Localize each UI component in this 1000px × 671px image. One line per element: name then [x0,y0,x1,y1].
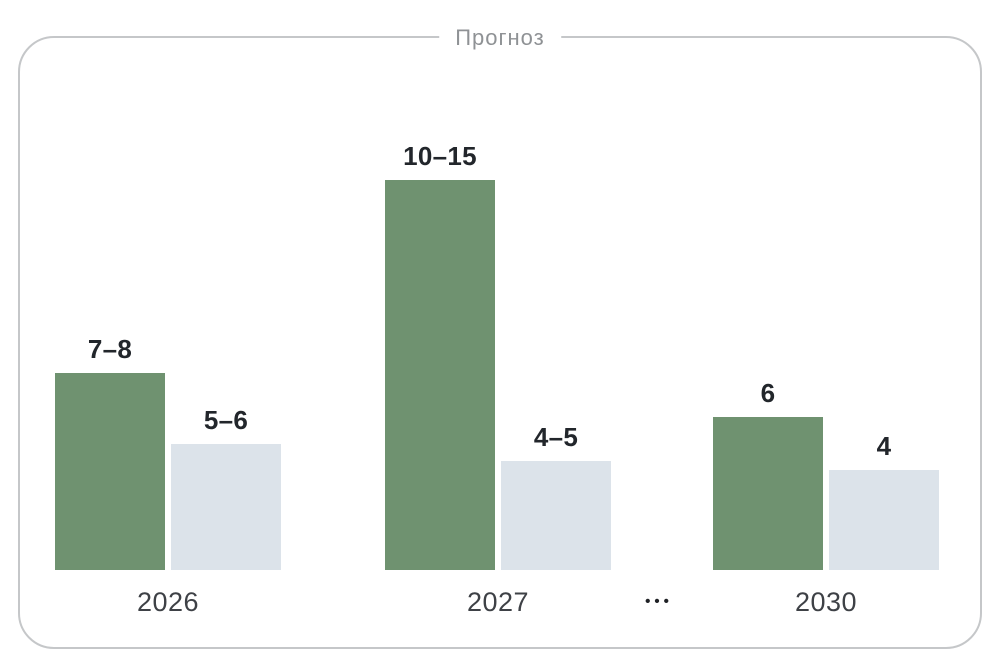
value-label-secondary: 4 [876,431,892,461]
bar-group-2026: 7–8 5–6 [55,38,281,570]
skipped-years-ellipsis: ••• [645,593,673,610]
x-axis-label-2030: 2030 [794,587,858,617]
value-label-primary: 6 [760,378,776,408]
value-label-primary: 7–8 [87,334,133,364]
bar-primary [713,417,823,570]
value-label-primary: 10–15 [403,141,477,171]
value-label-secondary: 5–6 [203,405,249,435]
forecast-legend-label: Прогноз [439,25,561,51]
bar-primary [55,373,165,570]
bar-cell: 10–15 [385,141,495,570]
bar-secondary [501,461,611,570]
bar-cell: 5–6 [171,405,281,570]
x-axis-label-2027: 2027 [466,587,530,617]
bar-group-2030: 6 4 [713,38,939,570]
bar-secondary [829,470,939,570]
bar-secondary [171,444,281,570]
value-label-secondary: 4–5 [533,422,579,452]
bar-cell: 6 [713,378,823,570]
bar-primary [385,180,495,570]
bar-cell: 4–5 [501,422,611,570]
forecast-panel: Прогноз 7–8 5–6 10–15 4–5 6 [18,25,982,649]
bar-cell: 4 [829,431,939,570]
x-axis-label-2026: 2026 [136,587,200,617]
bar-cell: 7–8 [55,334,165,570]
bar-group-2027: 10–15 4–5 [385,38,611,570]
